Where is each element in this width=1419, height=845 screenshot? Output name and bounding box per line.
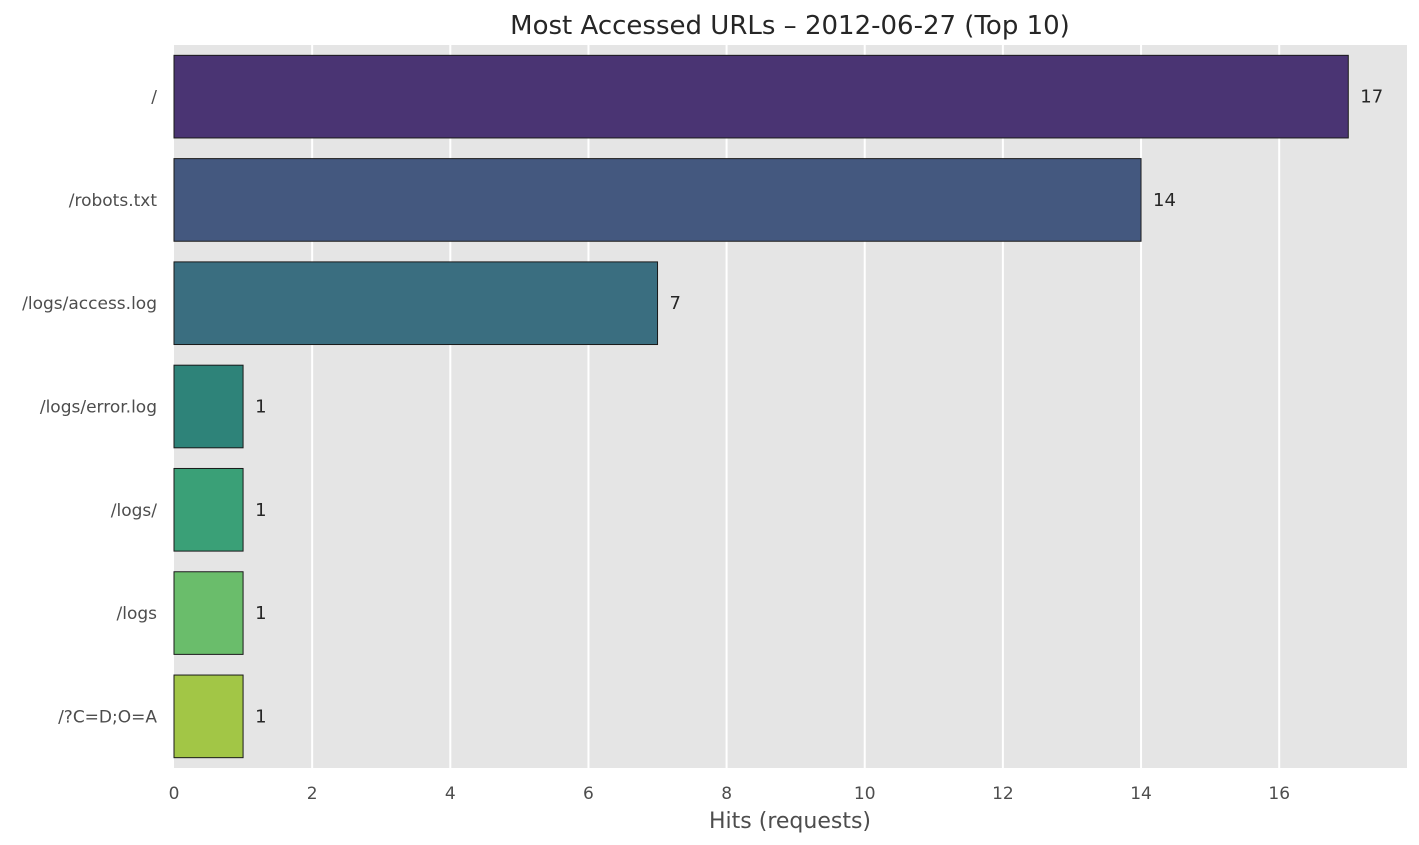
bar-value-label: 14: [1153, 190, 1176, 211]
bar-value-label: 1: [255, 397, 266, 418]
x-tick-label: 8: [721, 784, 732, 804]
y-tick-label: /logs/error.log: [40, 398, 157, 418]
x-tick-labels: 0 2 4 6 8 10 12 14 16: [169, 784, 1290, 804]
bar: [173, 467, 244, 552]
y-tick-labels: / /robots.txt/logs/access.log/logs/error.…: [22, 88, 157, 728]
x-tick-label: 12: [992, 784, 1014, 804]
y-tick-label: /logs: [117, 604, 158, 624]
bar-value-label: 1: [255, 500, 266, 521]
bar: [173, 54, 1349, 139]
y-tick-label: /logs/access.log: [22, 294, 157, 314]
bar: [173, 158, 1142, 242]
bar: [173, 364, 244, 449]
x-tick-label: 10: [854, 784, 876, 804]
x-axis-label: Hits (requests): [709, 809, 871, 834]
bar-value-label: 7: [670, 293, 681, 314]
data-labels: 17 14 7 1 1 1 1: [255, 87, 1383, 728]
y-tick-label: /: [151, 88, 157, 108]
y-tick-label: /logs/: [111, 501, 157, 521]
x-tick-label: 14: [1130, 784, 1152, 804]
chart-title: Most Accessed URLs – 2012-06-27 (Top 10): [510, 11, 1070, 41]
bar: [173, 674, 244, 759]
x-tick-label: 2: [307, 784, 318, 804]
plot-background: [174, 45, 1407, 768]
x-tick-label: 16: [1268, 784, 1290, 804]
y-tick-label: /robots.txt: [69, 191, 158, 211]
y-tick-label: /?C=D;O=A: [58, 707, 157, 727]
x-tick-label: 6: [583, 784, 594, 804]
bar: [173, 571, 244, 655]
bar-value-label: 17: [1360, 87, 1383, 108]
bar: [173, 261, 659, 346]
x-tick-label: 0: [169, 784, 180, 804]
bar-value-label: 1: [255, 603, 266, 624]
x-tick-label: 4: [445, 784, 456, 804]
bars: [173, 54, 1349, 759]
bar-value-label: 1: [255, 706, 266, 727]
